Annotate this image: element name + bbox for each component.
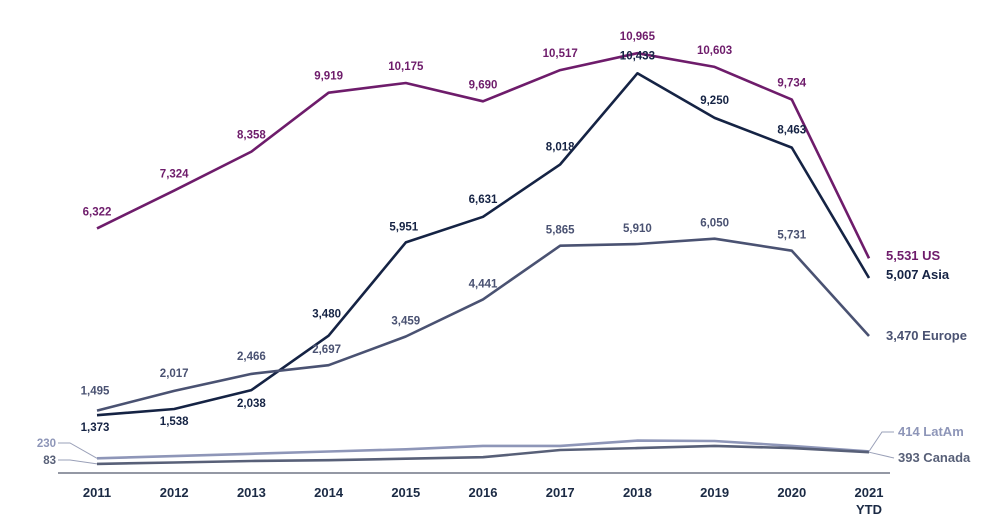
data-label: 8,463 — [777, 125, 806, 137]
data-label: 9,250 — [700, 95, 729, 107]
x-tick-label: 2012 — [160, 485, 189, 500]
x-tick-label: 2018 — [623, 485, 652, 500]
series-line-asia — [96, 72, 871, 417]
data-label: 2,038 — [237, 398, 266, 410]
data-label: 230 — [37, 438, 56, 450]
data-label: 1,538 — [160, 416, 189, 428]
x-tick-label: 2019 — [700, 485, 729, 500]
data-label: 10,965 — [620, 31, 656, 43]
x-tick-label: 2014 — [314, 485, 344, 500]
data-label: 10,603 — [697, 45, 732, 57]
leader-line-latam-end — [868, 431, 894, 452]
data-label: 2,017 — [160, 368, 189, 380]
leader-line-canada-end — [868, 451, 895, 459]
data-label: 3,480 — [312, 309, 341, 321]
end-label-us: 5,531 US — [886, 248, 941, 263]
data-label: 6,050 — [700, 218, 729, 230]
data-label: 5,910 — [623, 223, 652, 235]
data-label: 2,697 — [312, 344, 341, 356]
end-label-asia: 5,007 Asia — [886, 267, 950, 282]
data-label: 5,951 — [389, 221, 418, 233]
data-label: 2,466 — [237, 351, 266, 363]
x-tick-label-sub: YTD — [856, 502, 882, 517]
data-label: 9,734 — [777, 78, 806, 90]
data-label: 10,433 — [620, 50, 655, 62]
x-tick-label: 2021 — [855, 485, 884, 500]
data-label: 6,631 — [469, 194, 498, 206]
data-label: 3,459 — [391, 315, 420, 327]
data-label: 6,322 — [83, 206, 112, 218]
data-label: 8,358 — [237, 130, 266, 142]
series-line-latam — [96, 439, 870, 460]
x-tick-label: 2020 — [777, 485, 806, 500]
x-tick-label: 2017 — [546, 485, 575, 500]
series-line-canada — [96, 444, 870, 466]
x-tick-label: 2011 — [83, 485, 111, 500]
end-label-latam: 414 LatAm — [898, 424, 964, 439]
data-label: 9,690 — [469, 79, 498, 91]
end-label-canada: 393 Canada — [898, 450, 971, 465]
data-label: 10,175 — [388, 61, 424, 73]
end-label-europe: 3,470 Europe — [886, 328, 967, 343]
data-label: 5,731 — [777, 230, 806, 242]
series-line-us — [96, 51, 871, 259]
x-tick-label: 2016 — [469, 485, 498, 500]
data-label: 1,495 — [81, 386, 110, 398]
x-tick-label: 2015 — [391, 485, 420, 500]
data-label: 83 — [43, 455, 56, 467]
data-label: 4,441 — [469, 278, 498, 290]
leader-line-canada-start — [58, 459, 98, 465]
data-label: 7,324 — [160, 169, 189, 181]
data-label: 1,373 — [81, 422, 110, 434]
data-label: 10,517 — [543, 48, 578, 60]
leader-line-latam-start — [58, 442, 98, 459]
data-label: 9,919 — [314, 71, 343, 83]
data-label: 8,018 — [546, 141, 575, 153]
series-line-europe — [96, 237, 870, 412]
x-tick-label: 2013 — [237, 485, 266, 500]
data-label: 5,865 — [546, 225, 575, 237]
